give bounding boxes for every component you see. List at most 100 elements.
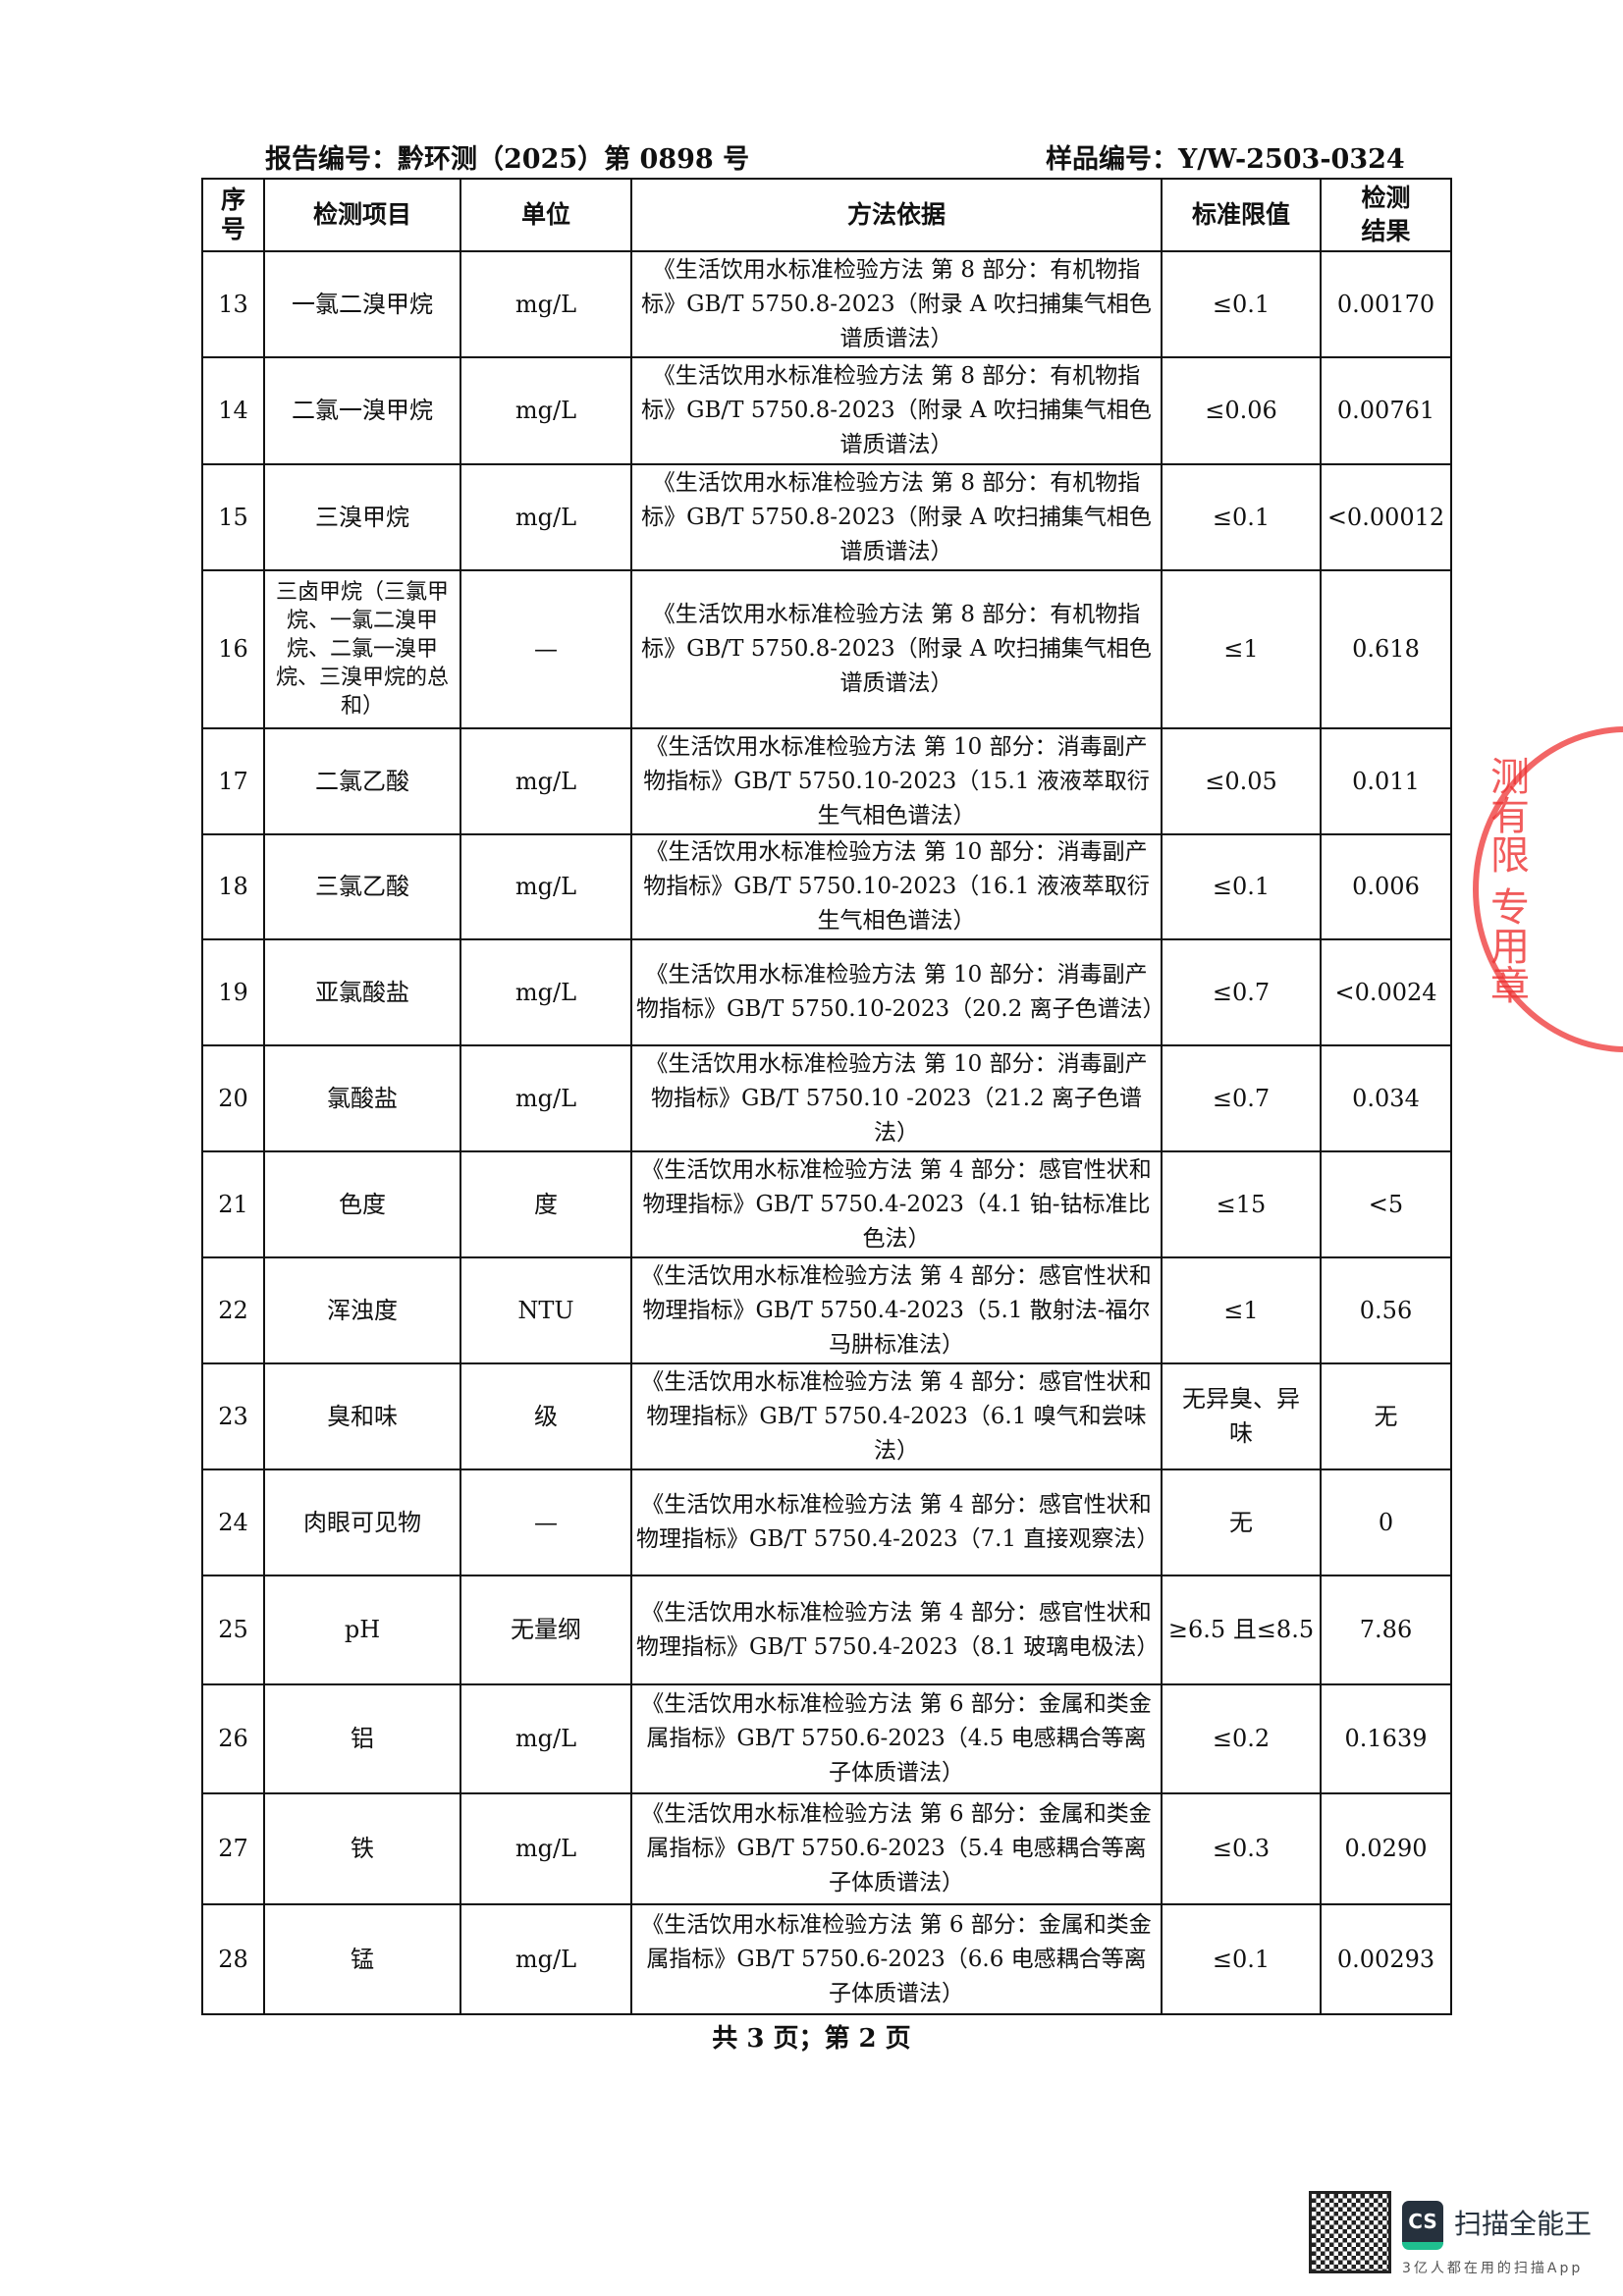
cell-item: 一氯二溴甲烷 xyxy=(263,250,461,358)
table-row: 23 臭和味级《生活饮用水标准检验方法 第 4 部分：感官性状和物理指标》GB/T… xyxy=(201,1362,1452,1470)
table-row: 24 肉眼可见物 — 《生活饮用水标准检验方法 第 4 部分：感官性状和物理指标》GB… xyxy=(201,1468,1452,1576)
cell-unit: 级 xyxy=(460,1362,632,1470)
table-header-row: 序号 检测项目 单位 方法依据 标准限值 检测结果 xyxy=(201,178,1452,252)
cell-result: 0.00293 xyxy=(1320,1903,1452,2015)
cell-method: 《生活饮用水标准检验方法 第 10 部分：消毒副产物指标》GB/T 5750.1… xyxy=(630,727,1163,835)
cell-result: <0.00012 xyxy=(1320,463,1452,571)
cell-item: pH xyxy=(263,1575,461,1685)
cell-no: 22 xyxy=(201,1256,265,1364)
cell-item: 三氯乙酸 xyxy=(263,833,461,940)
cell-result: 0 xyxy=(1320,1468,1452,1576)
table-row: 25 pH 无量纲 《生活饮用水标准检验方法 第 4 部分：感官性状和物理指标》GB/… xyxy=(201,1575,1452,1685)
cell-unit: mg/L xyxy=(460,727,632,835)
cell-limit: ≤0.1 xyxy=(1161,250,1322,358)
cell-item: 臭和味 xyxy=(263,1362,461,1470)
cell-item: 三溴甲烷 xyxy=(263,463,461,571)
cell-item: 锰 xyxy=(263,1903,461,2015)
col-result: 检测结果 xyxy=(1320,178,1452,252)
cell-unit: — xyxy=(460,1468,632,1576)
cell-item: 亚氯酸盐 xyxy=(263,938,461,1046)
cell-limit: ≤0.2 xyxy=(1161,1683,1322,1794)
cell-result: <0.0024 xyxy=(1320,938,1452,1046)
cell-method: 《生活饮用水标准检验方法 第 10 部分：消毒副产物指标》GB/T 5750.1… xyxy=(630,938,1165,1046)
qr-code-icon xyxy=(1309,2191,1391,2273)
cell-no: 14 xyxy=(201,356,265,465)
report-number: 报告编号：黔环测（2025）第 0898 号 xyxy=(265,144,750,175)
table-row: 18 三氯乙酸 mg/L 《生活饮用水标准检验方法 第 10 部分：消毒副产物指标》G… xyxy=(201,833,1452,940)
table-row: 21 色度度《生活饮用水标准检验方法 第 4 部分：感官性状和物理指标》GB/T … xyxy=(201,1150,1452,1258)
cell-unit: mg/L xyxy=(460,356,632,465)
cell-no: 15 xyxy=(201,463,265,571)
cell-unit: mg/L xyxy=(460,1792,632,1905)
cell-result: 0.618 xyxy=(1320,569,1452,729)
cell-limit: ≤0.1 xyxy=(1161,1903,1322,2015)
cell-method: 《生活饮用水标准检验方法 第 10 部分：消毒副产物指标》GB/T 5750.1… xyxy=(630,1044,1163,1152)
cell-result: 0.1639 xyxy=(1320,1683,1452,1794)
cell-unit: NTU xyxy=(460,1256,632,1364)
cell-no: 20 xyxy=(201,1044,265,1152)
cell-no: 28 xyxy=(201,1903,265,2015)
cs-logo-icon: CS xyxy=(1402,2201,1443,2250)
cell-limit: ≤0.1 xyxy=(1161,833,1322,940)
cell-result: 0.011 xyxy=(1320,727,1452,835)
cell-result: 0.00170 xyxy=(1320,250,1452,358)
cell-no: 27 xyxy=(201,1792,265,1905)
cell-result: 无 xyxy=(1320,1362,1452,1470)
cell-method: 《生活饮用水标准检验方法 第 10 部分：消毒副产物指标》GB/T 5750.1… xyxy=(630,833,1163,940)
cell-item: 浑浊度 xyxy=(263,1256,461,1364)
cell-limit: ≤0.3 xyxy=(1161,1792,1322,1905)
cell-result: 7.86 xyxy=(1320,1575,1452,1685)
sample-number: 样品编号：Y/W-2503-0324 xyxy=(1046,144,1405,175)
table-row: 13 一氯二溴甲烷 mg/L 《生活饮用水标准检验方法 第 8 部分：有机物指标》GB… xyxy=(201,250,1452,358)
cell-limit: ≤1 xyxy=(1161,1256,1322,1364)
cell-limit: ≥6.5 且≤8.5 xyxy=(1161,1575,1322,1685)
cell-unit: — xyxy=(460,569,632,729)
cell-no: 23 xyxy=(201,1362,265,1470)
cell-item: 氯酸盐 xyxy=(263,1044,461,1152)
cell-item: 色度 xyxy=(263,1150,461,1258)
cell-method: 《生活饮用水标准检验方法 第 6 部分：金属和类金属指标》GB/T 5750.6… xyxy=(630,1683,1163,1794)
col-no: 序号 xyxy=(201,178,265,252)
cell-no: 17 xyxy=(201,727,265,835)
cell-no: 25 xyxy=(201,1575,265,1685)
table-row: 16 三卤甲烷（三氯甲烷、一氯二溴甲烷、二氯一溴甲烷、三溴甲烷的总和） — 《生活饮用… xyxy=(201,569,1452,729)
cell-item: 铁 xyxy=(263,1792,461,1905)
stamp-text: 测有限 专用章 xyxy=(1484,756,1529,1004)
cell-method: 《生活饮用水标准检验方法 第 6 部分：金属和类金属指标》GB/T 5750.6… xyxy=(630,1792,1163,1905)
cell-item: 二氯一溴甲烷 xyxy=(263,356,461,465)
col-method: 方法依据 xyxy=(630,178,1163,252)
table-row: 19 亚氯酸盐 mg/L 《生活饮用水标准检验方法 第 10 部分：消毒副产物指标》G… xyxy=(201,938,1452,1046)
col-unit: 单位 xyxy=(460,178,632,252)
cell-method: 《生活饮用水标准检验方法 第 4 部分：感官性状和物理指标》GB/T 5750.… xyxy=(630,1362,1163,1470)
cell-item: 肉眼可见物 xyxy=(263,1468,461,1576)
app-tagline: 3亿人都在用的扫描App xyxy=(1402,2261,1584,2276)
cell-item: 三卤甲烷（三氯甲烷、一氯二溴甲烷、二氯一溴甲烷、三溴甲烷的总和） xyxy=(263,569,461,729)
cell-unit: mg/L xyxy=(460,1683,632,1794)
cell-unit: mg/L xyxy=(460,1044,632,1152)
cell-no: 19 xyxy=(201,938,265,1046)
cell-limit: ≤0.7 xyxy=(1161,938,1322,1046)
cell-limit: ≤0.1 xyxy=(1161,463,1322,571)
cell-limit: ≤0.06 xyxy=(1161,356,1322,465)
cell-limit: 无 xyxy=(1161,1468,1322,1576)
cell-method: 《生活饮用水标准检验方法 第 8 部分：有机物指标》GB/T 5750.8-20… xyxy=(630,250,1163,358)
cell-no: 18 xyxy=(201,833,265,940)
cell-result: 0.00761 xyxy=(1320,356,1452,465)
cell-unit: mg/L xyxy=(460,463,632,571)
table-row: 15 三溴甲烷 mg/L 《生活饮用水标准检验方法 第 8 部分：有机物指标》GB/T… xyxy=(201,463,1452,571)
cell-unit: mg/L xyxy=(460,938,632,1046)
cell-result: 0.0290 xyxy=(1320,1792,1452,1905)
cell-item: 二氯乙酸 xyxy=(263,727,461,835)
cell-method: 《生活饮用水标准检验方法 第 6 部分：金属和类金属指标》GB/T 5750.6… xyxy=(630,1903,1163,2015)
cell-result: 0.034 xyxy=(1320,1044,1452,1152)
cell-method: 《生活饮用水标准检验方法 第 4 部分：感官性状和物理指标》GB/T 5750.… xyxy=(630,1468,1163,1576)
table-row: 22 浑浊度 NTU 《生活饮用水标准检验方法 第 4 部分：感官性状和物理指标》GB… xyxy=(201,1256,1452,1364)
table-row: 28 锰 mg/L 《生活饮用水标准检验方法 第 6 部分：金属和类金属指标》GB/T… xyxy=(201,1903,1452,2015)
table-row: 20 氯酸盐 mg/L 《生活饮用水标准检验方法 第 10 部分：消毒副产物指标》GB… xyxy=(201,1044,1452,1152)
cell-limit: ≤15 xyxy=(1161,1150,1322,1258)
cell-method: 《生活饮用水标准检验方法 第 4 部分：感官性状和物理指标》GB/T 5750.… xyxy=(630,1256,1163,1364)
cell-method: 《生活饮用水标准检验方法 第 8 部分：有机物指标》GB/T 5750.8-20… xyxy=(630,356,1163,465)
cell-unit: 度 xyxy=(460,1150,632,1258)
cell-limit: ≤0.7 xyxy=(1161,1044,1322,1152)
